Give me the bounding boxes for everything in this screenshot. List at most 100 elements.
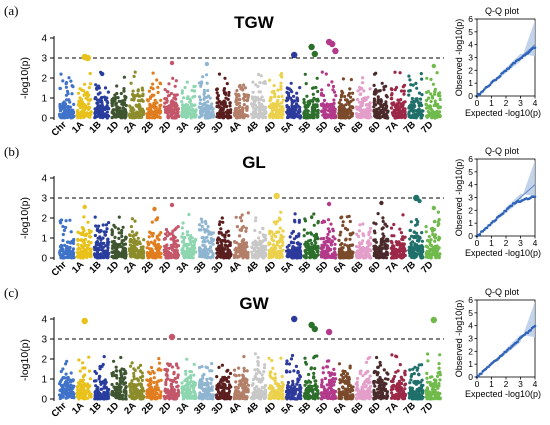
- snp-point: [228, 111, 232, 115]
- snp-point: [211, 110, 215, 115]
- snp-point: [395, 250, 399, 254]
- snp-point: [180, 226, 184, 230]
- snp-point: [176, 244, 181, 248]
- snp-point: [234, 92, 238, 96]
- snp-point: [372, 105, 376, 109]
- snp-point: [184, 252, 188, 256]
- snp-point: [351, 106, 355, 110]
- snp-point: [130, 361, 134, 365]
- snp-point: [103, 233, 107, 237]
- y-tick-label: 0: [41, 395, 47, 406]
- snp-point: [184, 243, 188, 247]
- snp-point: [244, 226, 248, 230]
- snp-point: [142, 238, 146, 242]
- snp-point: [100, 102, 104, 106]
- chromosome-points-6D: [372, 212, 390, 260]
- snp-point: [376, 110, 380, 114]
- snp-point: [355, 107, 360, 111]
- snp-point: [223, 238, 227, 242]
- snp-point: [152, 376, 156, 380]
- y-tick-label: 3: [41, 54, 47, 65]
- snp-point: [88, 392, 92, 396]
- snp-point: [392, 108, 396, 112]
- snp-point: [104, 223, 108, 227]
- snp-point: [105, 99, 109, 104]
- snp-point: [102, 95, 107, 99]
- x-tick-label-4A: 4A: [227, 119, 243, 135]
- snp-point: [221, 100, 225, 104]
- snp-point: [399, 231, 403, 235]
- snp-point: [333, 242, 337, 246]
- qq-point: [488, 83, 492, 87]
- snp-point: [259, 74, 263, 78]
- snp-point: [349, 233, 353, 237]
- snp-point: [104, 105, 108, 110]
- snp-point: [331, 84, 336, 89]
- snp-point: [312, 253, 316, 258]
- top-snp-point: [326, 201, 332, 207]
- snp-point: [297, 109, 301, 113]
- snp-point: [123, 376, 127, 380]
- snp-point: [141, 386, 145, 390]
- snp-point: [293, 212, 297, 216]
- snp-point: [320, 88, 324, 92]
- snp-point: [381, 219, 385, 223]
- snp-point: [110, 240, 114, 244]
- snp-point: [220, 244, 224, 248]
- snp-point: [245, 106, 249, 110]
- snp-point: [339, 98, 343, 102]
- snp-point: [239, 228, 244, 232]
- top-snp-point: [84, 54, 92, 62]
- snp-point: [99, 111, 103, 115]
- snp-point: [65, 98, 69, 102]
- snp-point: [218, 220, 222, 224]
- snp-point: [140, 392, 144, 396]
- snp-point: [122, 242, 126, 247]
- snp-point: [368, 242, 373, 246]
- snp-point: [323, 111, 327, 115]
- chromosome-points-2B: [145, 357, 163, 401]
- snp-point: [275, 219, 279, 224]
- snp-point: [419, 72, 423, 76]
- y-tick-label: 1: [41, 375, 47, 386]
- chromosome-points-1D: [110, 355, 128, 401]
- snp-point: [244, 244, 248, 248]
- snp-point: [137, 394, 141, 398]
- snp-point: [63, 243, 67, 247]
- snp-point: [132, 98, 136, 102]
- snp-point: [276, 249, 280, 253]
- snp-point: [293, 104, 297, 108]
- snp-point: [238, 234, 242, 238]
- snp-point: [123, 247, 128, 252]
- snp-point: [384, 105, 388, 110]
- snp-point: [130, 111, 134, 115]
- snp-point: [112, 359, 116, 363]
- snp-point: [209, 107, 213, 111]
- chromosome-points-4D: [267, 72, 285, 120]
- chromosome-points-Chr: [58, 72, 76, 120]
- snp-point: [412, 105, 416, 109]
- snp-point: [71, 111, 76, 115]
- snp-point: [276, 95, 281, 99]
- snp-point: [340, 242, 344, 246]
- snp-point: [363, 254, 367, 258]
- snp-point: [372, 221, 376, 225]
- snp-point: [215, 247, 219, 251]
- snp-point: [390, 249, 395, 253]
- snp-point: [420, 256, 424, 260]
- snp-point: [302, 234, 306, 238]
- snp-point: [376, 89, 380, 93]
- qq-point: [501, 212, 505, 215]
- snp-point: [124, 95, 128, 99]
- snp-point: [279, 233, 283, 237]
- snp-point: [285, 110, 289, 114]
- snp-point: [389, 87, 393, 91]
- snp-point: [246, 98, 250, 102]
- snp-point: [436, 113, 440, 117]
- snp-point: [281, 243, 285, 247]
- x-tick-label-7D: 7D: [419, 259, 435, 275]
- x-tick-label-2A: 2A: [122, 259, 138, 275]
- snp-point: [321, 245, 326, 249]
- snp-point: [390, 97, 394, 101]
- snp-point: [240, 254, 244, 258]
